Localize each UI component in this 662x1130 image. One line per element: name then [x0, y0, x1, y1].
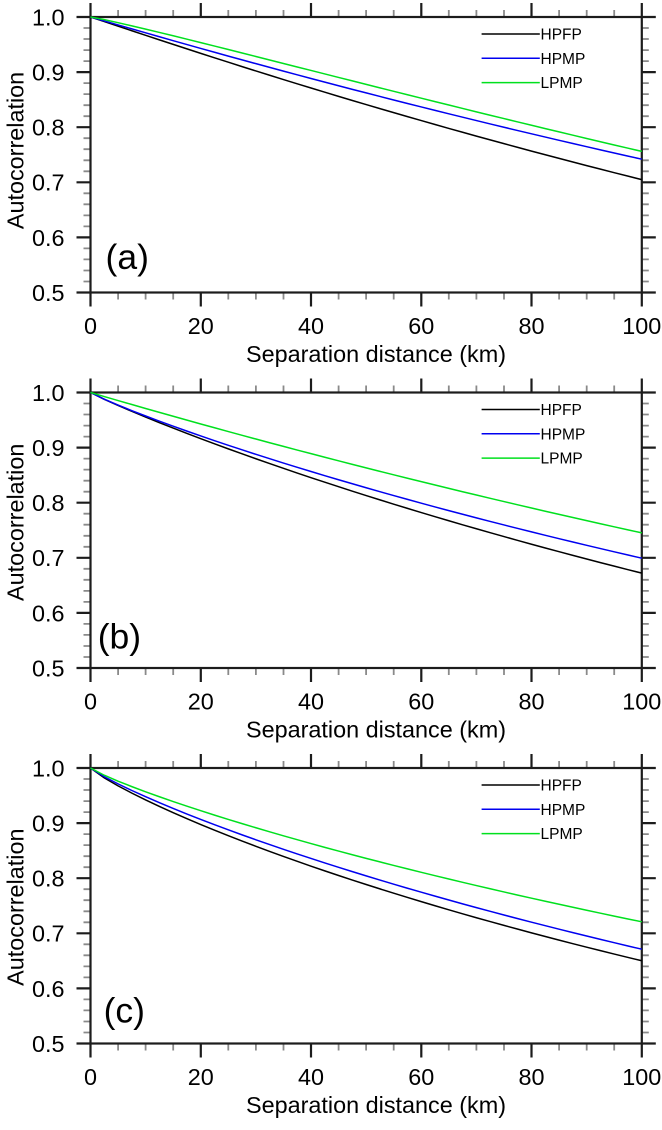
svg-text:100: 100: [622, 1064, 661, 1090]
svg-text:0.5: 0.5: [32, 1031, 65, 1057]
svg-text:80: 80: [518, 313, 544, 339]
svg-text:20: 20: [188, 689, 214, 715]
svg-text:HPFP: HPFP: [541, 27, 582, 44]
svg-text:40: 40: [298, 313, 324, 339]
svg-text:60: 60: [408, 313, 434, 339]
svg-text:(c): (c): [104, 991, 145, 1031]
svg-text:Separation distance (km): Separation distance (km): [246, 716, 506, 742]
svg-text:0.9: 0.9: [32, 435, 65, 461]
svg-text:0: 0: [84, 313, 97, 339]
svg-text:0.7: 0.7: [32, 170, 65, 196]
svg-text:40: 40: [298, 689, 324, 715]
svg-text:0.7: 0.7: [32, 921, 65, 947]
svg-text:(b): (b): [98, 617, 141, 657]
svg-text:20: 20: [188, 1064, 214, 1090]
svg-text:Autocorrelation: Autocorrelation: [3, 72, 29, 229]
svg-text:60: 60: [408, 1064, 434, 1090]
svg-text:HPMP: HPMP: [541, 802, 586, 819]
svg-text:40: 40: [298, 1064, 324, 1090]
svg-text:0.5: 0.5: [32, 655, 65, 681]
svg-text:1.0: 1.0: [32, 4, 65, 30]
svg-text:0: 0: [84, 1064, 97, 1090]
svg-text:(a): (a): [106, 237, 149, 277]
svg-text:0.6: 0.6: [32, 600, 65, 626]
svg-text:0: 0: [84, 689, 97, 715]
svg-text:0.9: 0.9: [32, 811, 65, 837]
svg-text:LPMP: LPMP: [541, 826, 583, 843]
svg-text:0.8: 0.8: [32, 866, 65, 892]
svg-text:1.0: 1.0: [32, 380, 65, 406]
svg-text:1.0: 1.0: [32, 755, 65, 781]
svg-text:Autocorrelation: Autocorrelation: [3, 829, 29, 986]
svg-text:LPMP: LPMP: [541, 75, 583, 92]
svg-text:HPFP: HPFP: [541, 402, 582, 419]
svg-text:0.6: 0.6: [32, 225, 65, 251]
svg-text:0.5: 0.5: [32, 280, 65, 306]
svg-text:HPFP: HPFP: [541, 778, 582, 795]
svg-text:0.8: 0.8: [32, 490, 65, 516]
svg-text:0.9: 0.9: [32, 60, 65, 86]
svg-text:0.7: 0.7: [32, 545, 65, 571]
svg-text:80: 80: [518, 689, 544, 715]
svg-text:Separation distance (km): Separation distance (km): [246, 341, 506, 367]
svg-text:0.6: 0.6: [32, 976, 65, 1002]
svg-text:HPMP: HPMP: [541, 426, 586, 443]
svg-text:20: 20: [188, 313, 214, 339]
svg-text:Separation distance (km): Separation distance (km): [246, 1092, 506, 1118]
svg-text:LPMP: LPMP: [541, 451, 583, 468]
svg-text:100: 100: [622, 313, 661, 339]
svg-text:60: 60: [408, 689, 434, 715]
svg-text:HPMP: HPMP: [541, 51, 586, 68]
svg-text:80: 80: [518, 1064, 544, 1090]
svg-text:0.8: 0.8: [32, 115, 65, 141]
svg-text:Autocorrelation: Autocorrelation: [3, 444, 29, 601]
svg-text:100: 100: [622, 689, 661, 715]
